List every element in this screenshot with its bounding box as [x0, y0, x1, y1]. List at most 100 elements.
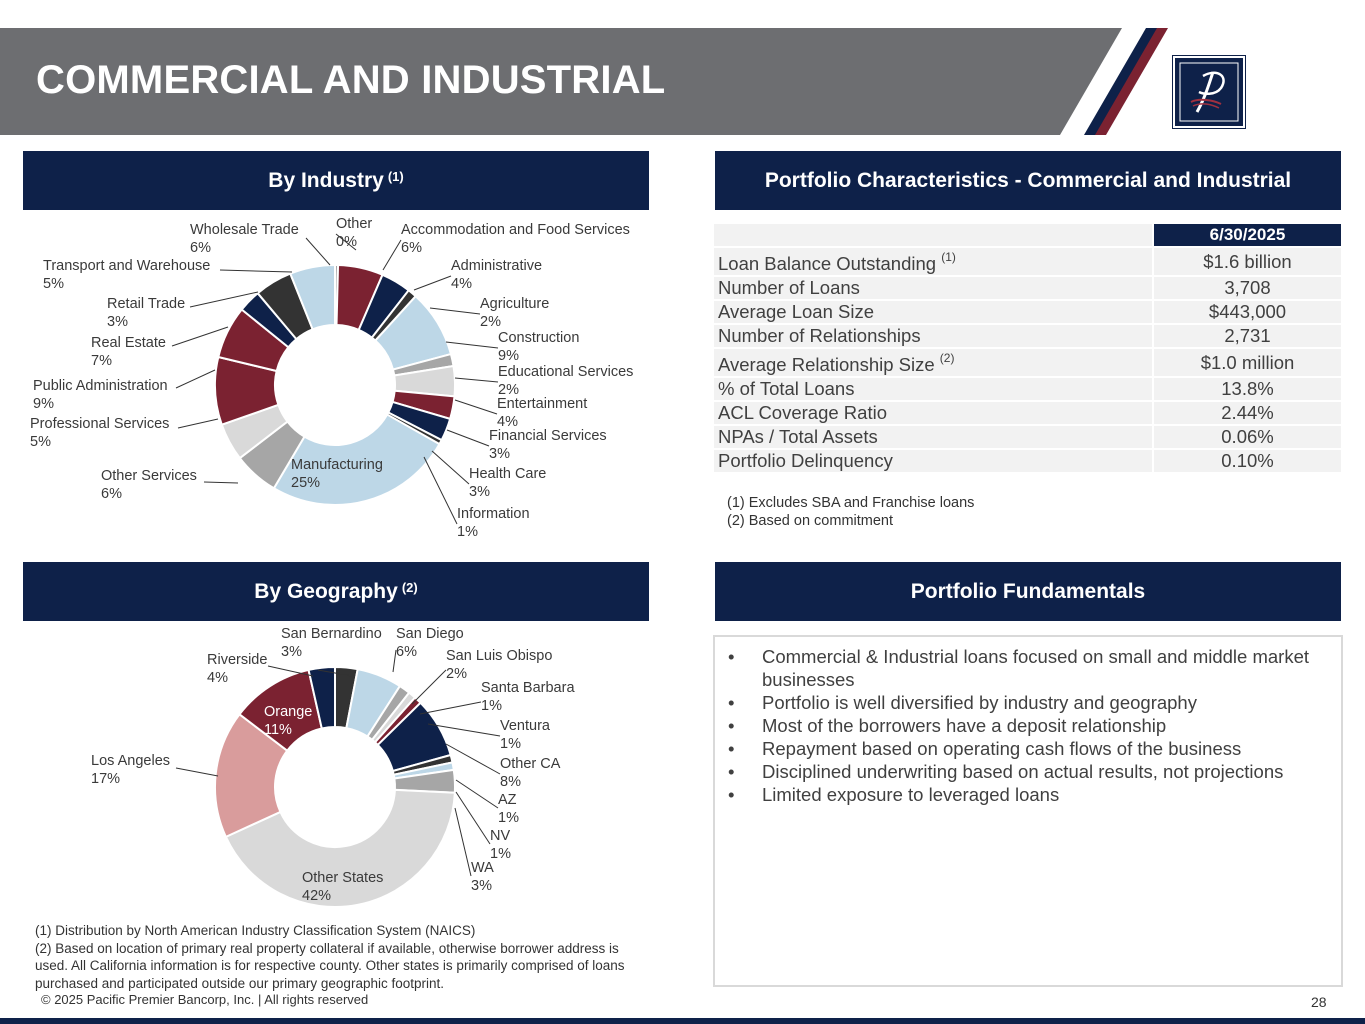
geography-label-name-ventura: Ventura [500, 718, 551, 734]
geography-slice-other-states [224, 788, 456, 908]
geography-leader-san-bernardino [317, 669, 353, 677]
industry-label-pct-other: 0% [336, 234, 357, 250]
geography-label-name-orange: Orange [264, 704, 312, 720]
industry-label-professional-services: Professional Services 5% [30, 416, 169, 450]
geography-label-az: AZ 1% [498, 792, 519, 826]
geography-label-name-san-diego: San Diego [396, 626, 464, 642]
row-label-text: ACL Coverage Ratio [718, 402, 887, 424]
row-label-number-of-loans: Number of Loans [714, 277, 1152, 300]
industry-label-name-retail-trade: Retail Trade [107, 296, 185, 312]
geography-label-pct-san-diego: 6% [396, 644, 417, 660]
geography-label-pct-riverside: 4% [207, 670, 228, 686]
row-label-text: % of Total Loans [718, 378, 855, 400]
industry-label-name-professional-services: Professional Services [30, 416, 169, 432]
industry-leader-entertainment [454, 399, 498, 415]
industry-label-entertainment: Entertainment 4% [497, 396, 587, 430]
table-row: NPAs / Total Assets 0.06% [714, 426, 1341, 449]
industry-label-pct-transport-and-warehouse: 5% [43, 276, 64, 292]
header-empty-cell [714, 224, 1152, 246]
geography-label-name-other-ca: Other CA [500, 756, 561, 772]
industry-label-pct-construction: 9% [498, 348, 519, 364]
industry-label-pct-educational-services: 2% [498, 382, 519, 398]
geography-label-name-santa-barbara: Santa Barbara [481, 680, 575, 696]
row-label-sup: (2) [939, 351, 955, 366]
geography-label-name-san-luis-obispo: San Luis Obispo [446, 648, 552, 664]
industry-label-health-care: Health Care 3% [469, 466, 546, 500]
geography-leader-los-angeles [175, 767, 219, 777]
row-label-loan-balance-outstanding: Loan Balance Outstanding (1) [714, 248, 1152, 276]
list-item: Repayment based on operating cash flows … [728, 737, 1333, 760]
geography-label-name-riverside: Riverside [207, 652, 267, 668]
geography-label-pct-san-bernardino: 3% [281, 644, 302, 660]
industry-leader-accommodation-and-food-services [382, 239, 402, 271]
industry-leader-agriculture [429, 307, 481, 315]
industry-label-information: Information 1% [457, 506, 530, 540]
industry-label-name-transport-and-warehouse: Transport and Warehouse [43, 258, 210, 274]
row-label-of-total-loans: % of Total Loans [714, 378, 1152, 401]
geography-label-san-luis-obispo: San Luis Obispo 2% [446, 648, 552, 682]
geography-label-pct-nv: 1% [490, 846, 511, 862]
row-value-acl-coverage-ratio: 2.44% [1152, 402, 1341, 425]
industry-leader-real-estate [171, 326, 229, 347]
row-label-portfolio-delinquency: Portfolio Delinquency [714, 450, 1152, 473]
fundamentals-list: Commercial & Industrial loans focused on… [728, 645, 1333, 806]
geography-label-name-other-states: Other States [302, 870, 383, 886]
page-number: 28 [1311, 994, 1327, 1010]
geography-label-other-states: Other States 42% [302, 870, 383, 904]
row-label-text: Loan Balance Outstanding [718, 253, 937, 275]
page-title: COMMERCIAL AND INDUSTRIAL [36, 58, 666, 102]
table-row: Loan Balance Outstanding (1) $1.6 billion [714, 248, 1341, 276]
geography-leader-san-luis-obispo [411, 669, 447, 705]
industry-slice-manufacturing [272, 413, 441, 506]
geography-label-pct-san-luis-obispo: 2% [446, 666, 467, 682]
industry-label-other-services: Other Services 6% [101, 468, 197, 502]
geography-leader-other-ca [445, 743, 501, 775]
industry-title-text: By Industry [268, 168, 384, 192]
geography-label-name-az: AZ [498, 792, 517, 808]
geography-title-sup: (2) [401, 580, 418, 595]
footnote-1: (1) Distribution by North American Indus… [35, 923, 476, 938]
row-value-of-total-loans: 13.8% [1152, 378, 1341, 401]
industry-label-name-other: Other [336, 216, 372, 232]
copyright: © 2025 Pacific Premier Bancorp, Inc. | A… [41, 992, 369, 1007]
geography-label-pct-wa: 3% [471, 878, 492, 894]
industry-label-name-other-services: Other Services [101, 468, 197, 484]
industry-leader-professional-services [177, 418, 219, 429]
industry-label-name-agriculture: Agriculture [480, 296, 549, 312]
industry-label-pct-manufacturing: 25% [291, 475, 320, 491]
industry-leader-construction [445, 341, 499, 349]
industry-label-name-public-administration: Public Administration [33, 378, 168, 394]
industry-label-name-information: Information [457, 506, 530, 522]
characteristics-panel-title: Portfolio Characteristics - Commercial a… [715, 151, 1341, 210]
pacific-premier-logo-icon [1172, 55, 1246, 129]
geography-leader-nv [455, 791, 491, 845]
footnotes: (1) Distribution by North American Indus… [35, 922, 645, 992]
industry-leader-educational-services [454, 377, 499, 383]
row-value-number-of-loans: 3,708 [1152, 277, 1341, 300]
industry-label-other: Other 0% [336, 216, 372, 250]
table-row: Average Loan Size $443,000 [714, 301, 1341, 324]
industry-leader-information [423, 456, 458, 525]
row-label-text: Portfolio Delinquency [718, 450, 893, 472]
row-label-number-of-relationships: Number of Relationships [714, 325, 1152, 348]
geography-title-text: By Geography [254, 579, 398, 603]
industry-leader-administrative [413, 275, 452, 291]
row-label-text: Number of Relationships [718, 325, 921, 347]
geography-label-pct-santa-barbara: 1% [481, 698, 502, 714]
industry-donut-chart: Other 0% Accommodation and Food Services 6%… [30, 216, 633, 540]
table-row: ACL Coverage Ratio 2.44% [714, 402, 1341, 425]
industry-label-pct-information: 1% [457, 524, 478, 540]
industry-label-name-entertainment: Entertainment [497, 396, 587, 412]
geography-label-wa: WA 3% [471, 860, 494, 894]
industry-label-name-real-estate: Real Estate [91, 335, 166, 351]
industry-leader-health-care [431, 450, 470, 485]
industry-label-pct-retail-trade: 3% [107, 314, 128, 330]
geography-label-san-diego: San Diego 6% [396, 626, 464, 660]
list-item: Limited exposure to leveraged loans [728, 783, 1333, 806]
geography-label-ventura: Ventura 1% [500, 718, 551, 752]
geography-slice-riverside [307, 665, 336, 730]
industry-label-educational-services: Educational Services 2% [498, 364, 633, 398]
geography-label-pct-orange: 11% [264, 722, 292, 738]
geography-leader-az [455, 779, 499, 809]
industry-title-sup: (1) [387, 169, 404, 184]
